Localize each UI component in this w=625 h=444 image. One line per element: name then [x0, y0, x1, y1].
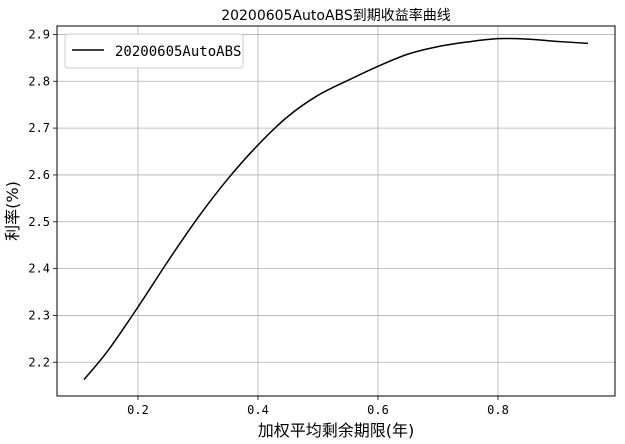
plot-frame: [56, 25, 616, 397]
ticks: 0.2 0.4 0.6 0.8 2.2 2.3 2.4 2.5 2.6 2.7 2.8 2.9: [28, 27, 509, 417]
grid: [57, 26, 615, 396]
y-axis-label: 利率(%): [3, 181, 22, 241]
y-tick-label: 2.4: [28, 262, 50, 276]
legend-label: 20200605AutoABS: [115, 44, 241, 60]
y-tick-label: 2.9: [28, 27, 50, 41]
x-tick-label: 0.8: [487, 403, 509, 417]
x-tick-label: 0.4: [247, 403, 269, 417]
chart-title: 20200605AutoABS到期收益率曲线: [221, 7, 451, 24]
legend-box: [64, 33, 244, 69]
legend: 20200605AutoABS: [64, 33, 244, 69]
y-tick-label: 2.6: [28, 168, 50, 182]
y-tick-label: 2.7: [28, 121, 50, 135]
series-layer: [83, 37, 589, 381]
x-tick-label: 0.6: [367, 403, 389, 417]
y-tick-label: 2.8: [28, 74, 50, 88]
x-tick-label: 0.2: [127, 403, 149, 417]
x-axis-label: 加权平均剩余期限(年): [258, 421, 415, 440]
y-tick-label: 2.5: [28, 215, 50, 229]
y-tick-label: 2.2: [28, 355, 50, 369]
series-line: [83, 37, 589, 381]
y-tick-label: 2.3: [28, 308, 50, 322]
